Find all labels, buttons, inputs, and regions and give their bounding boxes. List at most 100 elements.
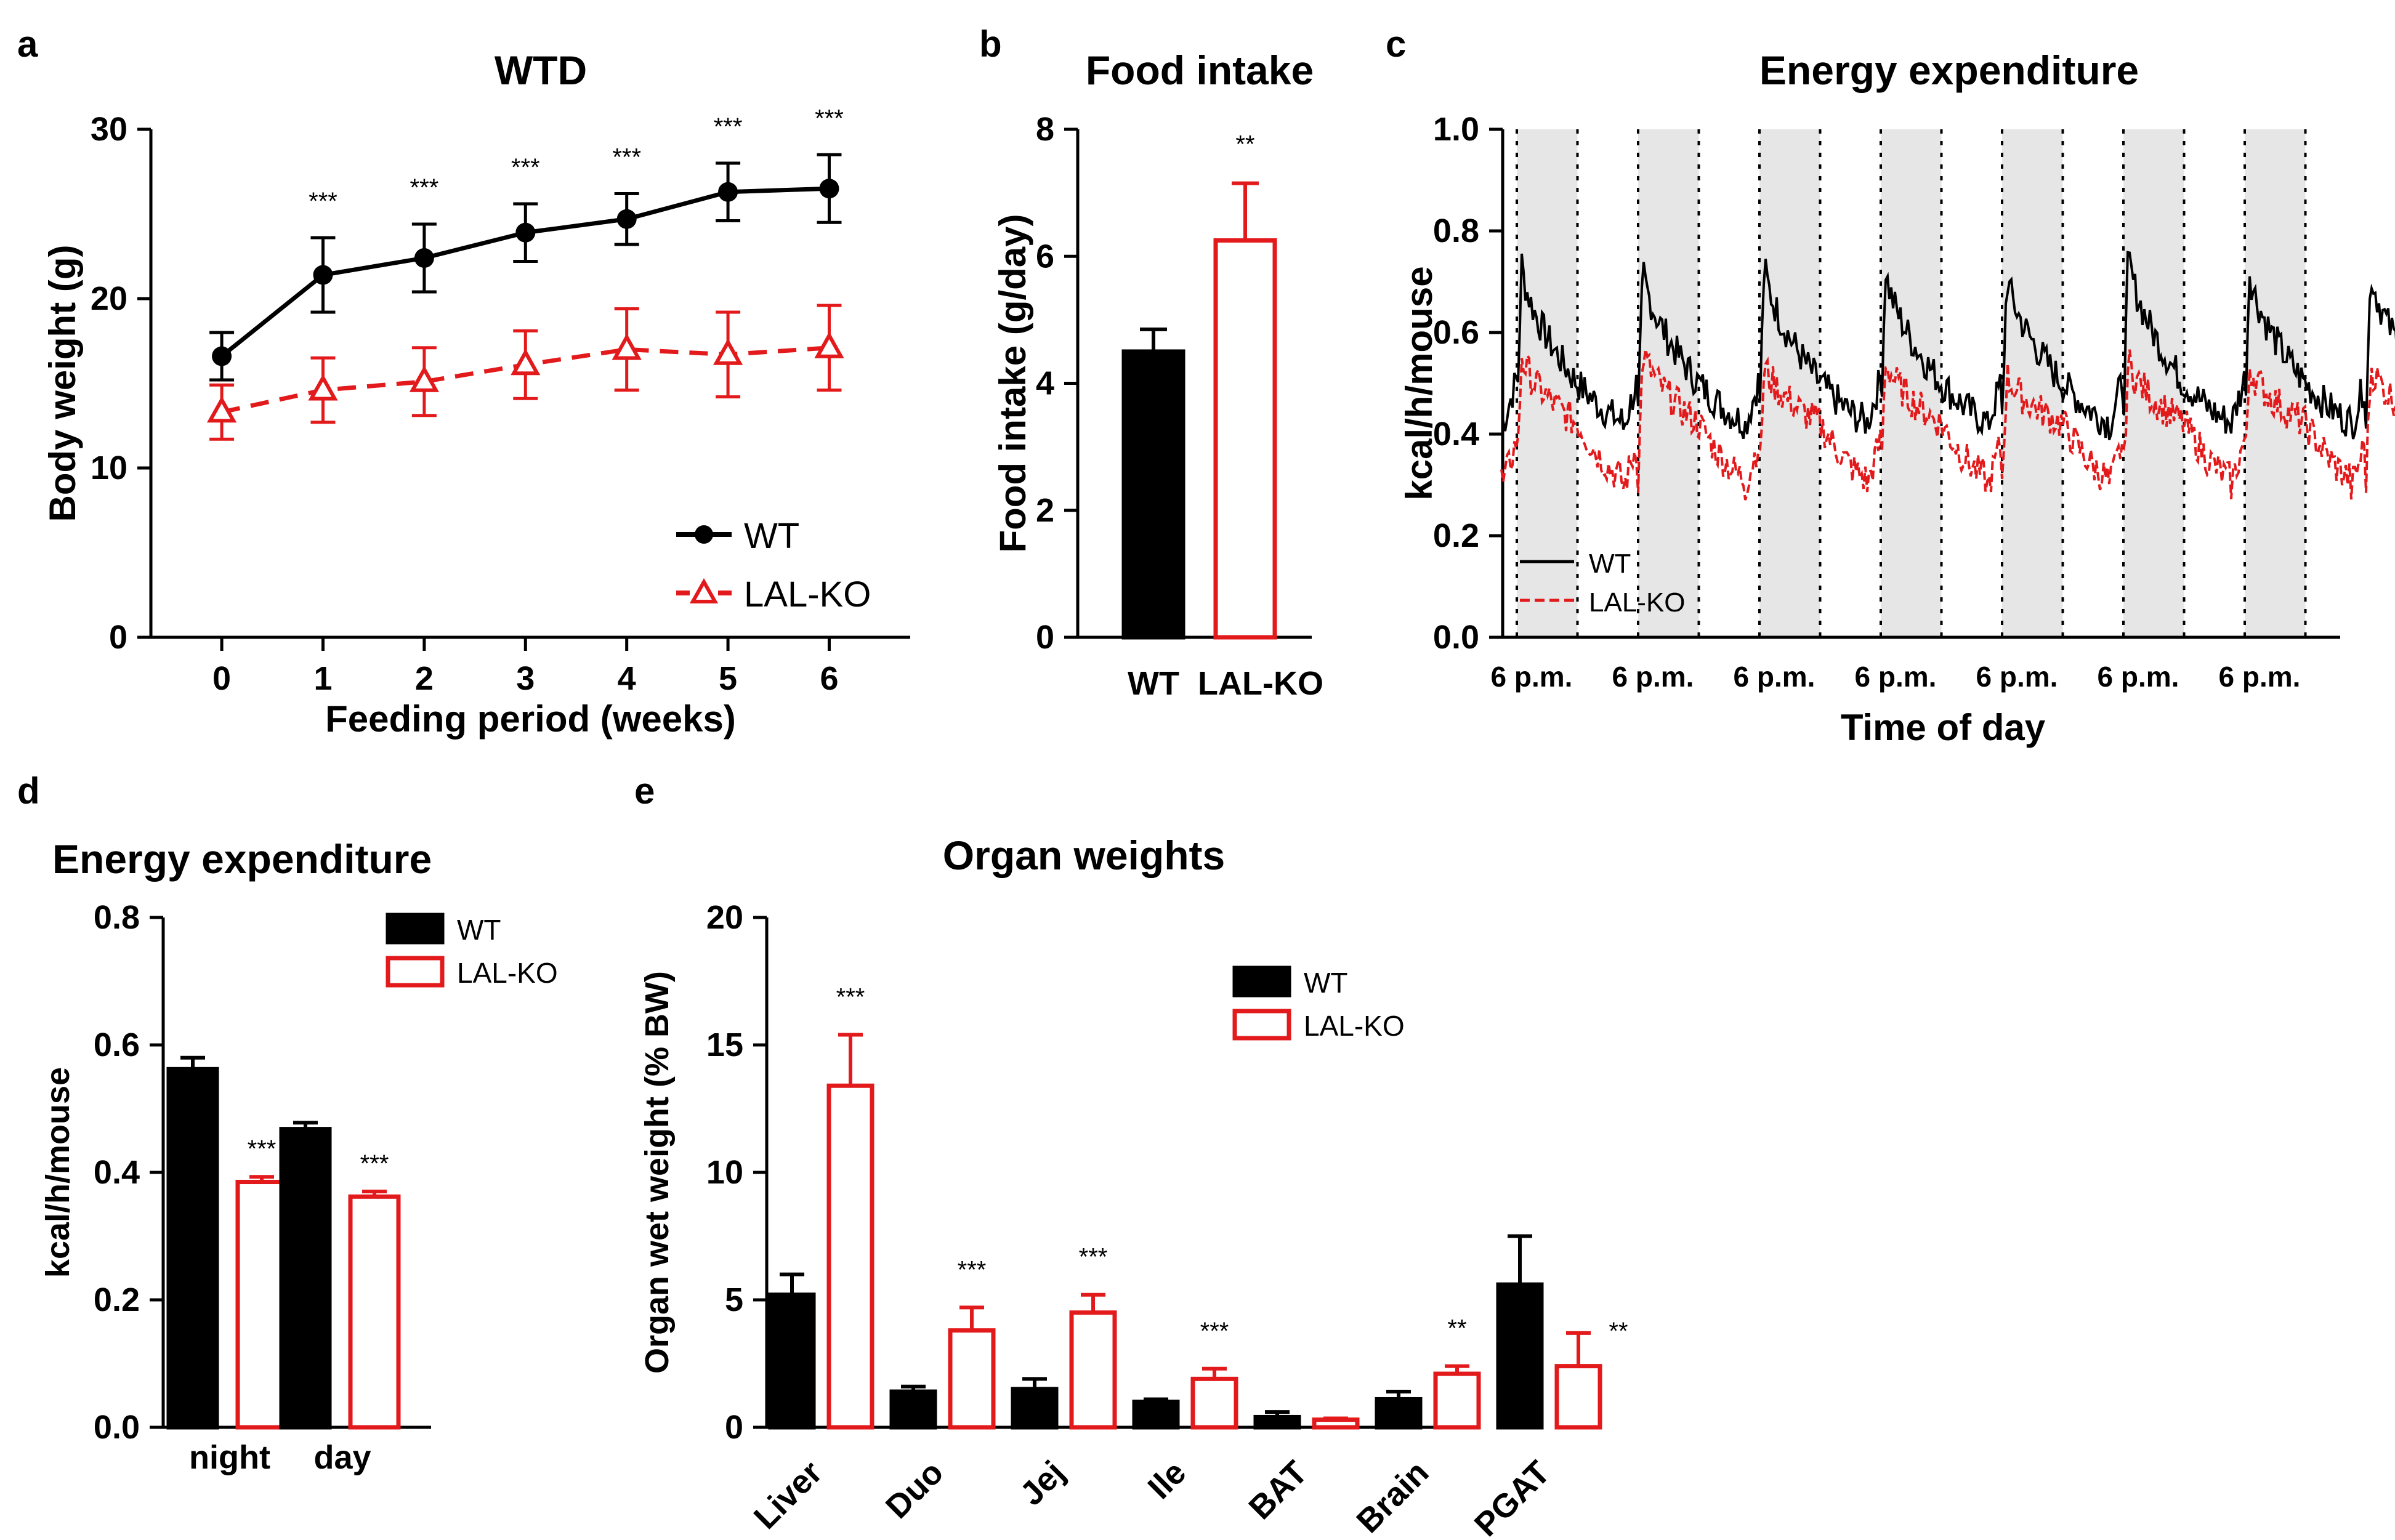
- significance-mark: ***: [309, 188, 337, 215]
- x-tick-label: 6: [820, 660, 838, 697]
- x-tick-label: 6 p.m.: [1491, 661, 1573, 693]
- night-shading: [2123, 129, 2184, 637]
- x-tick-label: 0: [212, 660, 231, 697]
- y-tick-label: 5: [725, 1281, 743, 1318]
- bar-ko: [1433, 1371, 1481, 1430]
- significance-mark: ***: [1079, 1244, 1108, 1271]
- panel-letter: e: [634, 770, 655, 812]
- data-point: [313, 265, 333, 285]
- data-point: [212, 346, 232, 366]
- data-point: [612, 333, 642, 360]
- legend-swatch-wt: [1232, 966, 1291, 998]
- data-point: [819, 179, 839, 199]
- bar-wt: [1375, 1397, 1423, 1430]
- y-tick-label: 10: [706, 1154, 743, 1191]
- series-line-wt: [1501, 251, 2395, 441]
- legend-swatch-ko: [1232, 1009, 1291, 1041]
- panel-a: a WTD 0 10 20 30 0 1 2 3 4 5 6 Body weight (g) Feeding…: [17, 23, 910, 740]
- bar-ko: [826, 1083, 874, 1430]
- legend-marker-ko: [689, 578, 719, 603]
- x-tick-label: 6 p.m.: [2219, 661, 2301, 693]
- significance-mark: ***: [958, 1256, 987, 1283]
- y-tick-label: 0: [1036, 619, 1054, 656]
- x-tick-label: 6 p.m.: [2098, 661, 2179, 693]
- data-point: [718, 182, 738, 202]
- bar-ko: [1554, 1364, 1602, 1430]
- data-point: [414, 248, 434, 268]
- bar-ko: [348, 1194, 401, 1430]
- y-tick-label: 0: [725, 1409, 743, 1446]
- significance-mark: **: [1447, 1315, 1466, 1342]
- x-tick-label: 3: [516, 660, 535, 697]
- night-shading: [1517, 129, 1578, 637]
- significance-mark: ***: [511, 154, 540, 181]
- x-tick-label: 6 p.m.: [1976, 661, 2058, 693]
- y-tick-label: 0.0: [1433, 619, 1479, 656]
- legend-label-ko: LAL-KO: [744, 574, 871, 615]
- y-tick-label: 8: [1036, 111, 1054, 148]
- bar-wt: [889, 1389, 937, 1430]
- legend-label-ko: LAL-KO: [1589, 587, 1686, 618]
- data-point: [713, 338, 743, 365]
- x-tick-label: 6 p.m.: [1612, 661, 1694, 693]
- y-tick-label: 30: [91, 111, 127, 148]
- x-tick-label: Ile: [1141, 1454, 1193, 1506]
- panel-d: d Energy expenditure 0.0 0.2 0.4 0.6 0.8 kcal/h…: [17, 770, 558, 1476]
- x-tick-label: night: [189, 1439, 270, 1476]
- legend-swatch-wt: [386, 913, 445, 945]
- significance-mark: **: [1235, 131, 1254, 158]
- bar-wt: [1132, 1400, 1180, 1430]
- legend-label-wt: WT: [744, 516, 799, 556]
- panel-letter: c: [1386, 23, 1406, 65]
- x-tick-label: 1: [313, 660, 332, 697]
- y-tick-label: 20: [91, 280, 127, 317]
- legend-marker-wt: [695, 525, 713, 544]
- panel-c: c Energy expenditure kcal/h/mouse Time of d…: [1386, 23, 2395, 748]
- x-tick-label: 2: [415, 660, 434, 697]
- y-tick-label: 4: [1036, 365, 1054, 402]
- significance-mark: ***: [714, 113, 743, 140]
- y-tick-label: 2: [1036, 492, 1054, 529]
- y-tick-label: 0.2: [94, 1281, 140, 1318]
- significance-mark: ***: [360, 1150, 389, 1177]
- y-tick-label: 15: [706, 1026, 743, 1063]
- bar-wt: [166, 1066, 219, 1430]
- bar-ko: [948, 1328, 996, 1430]
- x-axis-title: Feeding period (weeks): [325, 698, 736, 740]
- y-tick-label: 1.0: [1433, 111, 1479, 148]
- x-axis-title: Time of day: [1841, 707, 2046, 748]
- y-tick-label: 0: [109, 619, 127, 656]
- panel-letter: a: [17, 23, 38, 65]
- y-tick-label: 20: [706, 899, 743, 936]
- y-tick-label: 0.2: [1433, 517, 1479, 554]
- y-axis-title: kcal/h/mouse: [1399, 266, 1440, 500]
- panel-letter: d: [17, 770, 40, 812]
- bar-ko: [235, 1180, 288, 1430]
- bar-ko: [1069, 1310, 1117, 1430]
- bar-ko: [1312, 1417, 1360, 1430]
- legend-label-wt: WT: [1304, 967, 1348, 999]
- data-point: [515, 222, 536, 243]
- data-point: [616, 209, 637, 229]
- x-tick-label: Brain: [1349, 1454, 1436, 1540]
- x-tick-label: LAL-KO: [1198, 665, 1323, 702]
- x-tick-label: PGAT: [1468, 1454, 1557, 1540]
- y-tick-label: 0.8: [1433, 212, 1479, 249]
- chart-title: Energy expenditure: [52, 836, 432, 882]
- y-tick-label: 0.0: [94, 1409, 140, 1446]
- x-tick-label: Jej: [1013, 1454, 1072, 1513]
- data-point: [308, 374, 338, 401]
- bar-ko: [1213, 238, 1277, 640]
- x-tick-label: BAT: [1242, 1454, 1314, 1526]
- x-tick-label: 4: [618, 660, 636, 697]
- y-axis-title: kcal/h/mouse: [39, 1067, 76, 1278]
- legend-label-wt: WT: [1589, 549, 1631, 579]
- y-tick-label: 0.8: [94, 899, 140, 936]
- bar-wt: [1496, 1282, 1544, 1430]
- series-line-ko: [1500, 349, 2395, 501]
- y-tick-label: 0.4: [1433, 416, 1479, 453]
- bar-ko: [1190, 1376, 1238, 1430]
- data-point: [511, 349, 541, 376]
- data-point: [206, 396, 237, 423]
